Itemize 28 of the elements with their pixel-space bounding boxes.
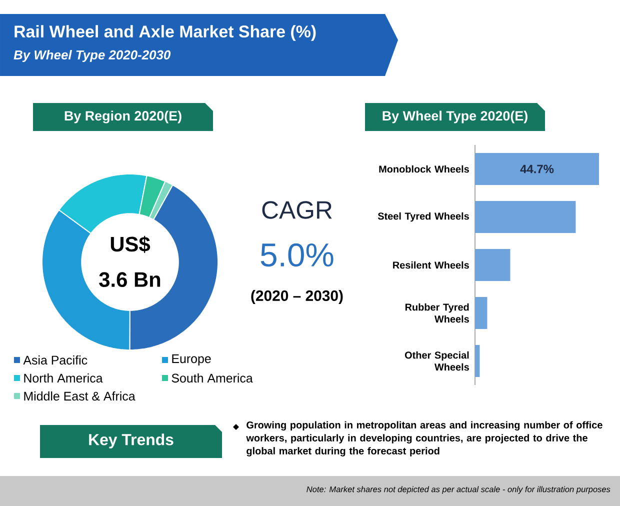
bar	[475, 296, 488, 329]
chart-title: By Wheel Type 2020(E)	[382, 110, 528, 124]
y-tick-label: Steel Tyred Wheels	[378, 212, 469, 222]
text: 5.0%	[260, 243, 334, 267]
text: Growing population in metropolitan areas and increasing number of office workers, particularly in developing countries, are projected to drive the global market during the forecast period	[246, 421, 602, 456]
legend-label: North America	[24, 373, 103, 383]
data-label: 44.7%	[520, 164, 554, 174]
bar	[475, 153, 600, 185]
legend-label: Asia Pacific	[23, 355, 88, 365]
bar	[475, 344, 480, 377]
text: US$	[110, 236, 150, 253]
chart-title: By Region 2020(E)	[64, 110, 182, 124]
text: CAGR	[262, 201, 332, 219]
text: Rail Wheel and Axle Market Share (%)	[14, 25, 316, 41]
y-tick-label: Monoblock Wheels	[379, 165, 469, 173]
bar	[475, 248, 510, 281]
text: Note: Market shares not depicted as per actual scale - only for illustration purposes	[306, 486, 610, 494]
text: 3.6 Bn	[99, 272, 160, 288]
text: (2020 – 2030)	[251, 290, 343, 304]
legend-label: Middle East & Africa	[24, 391, 136, 401]
bar	[475, 201, 576, 233]
text: Key Trends	[89, 434, 174, 448]
y-tick-label: Other Special Wheels	[404, 351, 469, 371]
legend-label: South America	[172, 373, 253, 383]
legend-label: Europe	[172, 354, 211, 366]
y-tick-label: Rubber Tyred Wheels	[405, 303, 469, 323]
text: By Wheel Type 2020-2030	[14, 50, 171, 62]
y-tick-label: Resilent Wheels	[393, 261, 469, 269]
